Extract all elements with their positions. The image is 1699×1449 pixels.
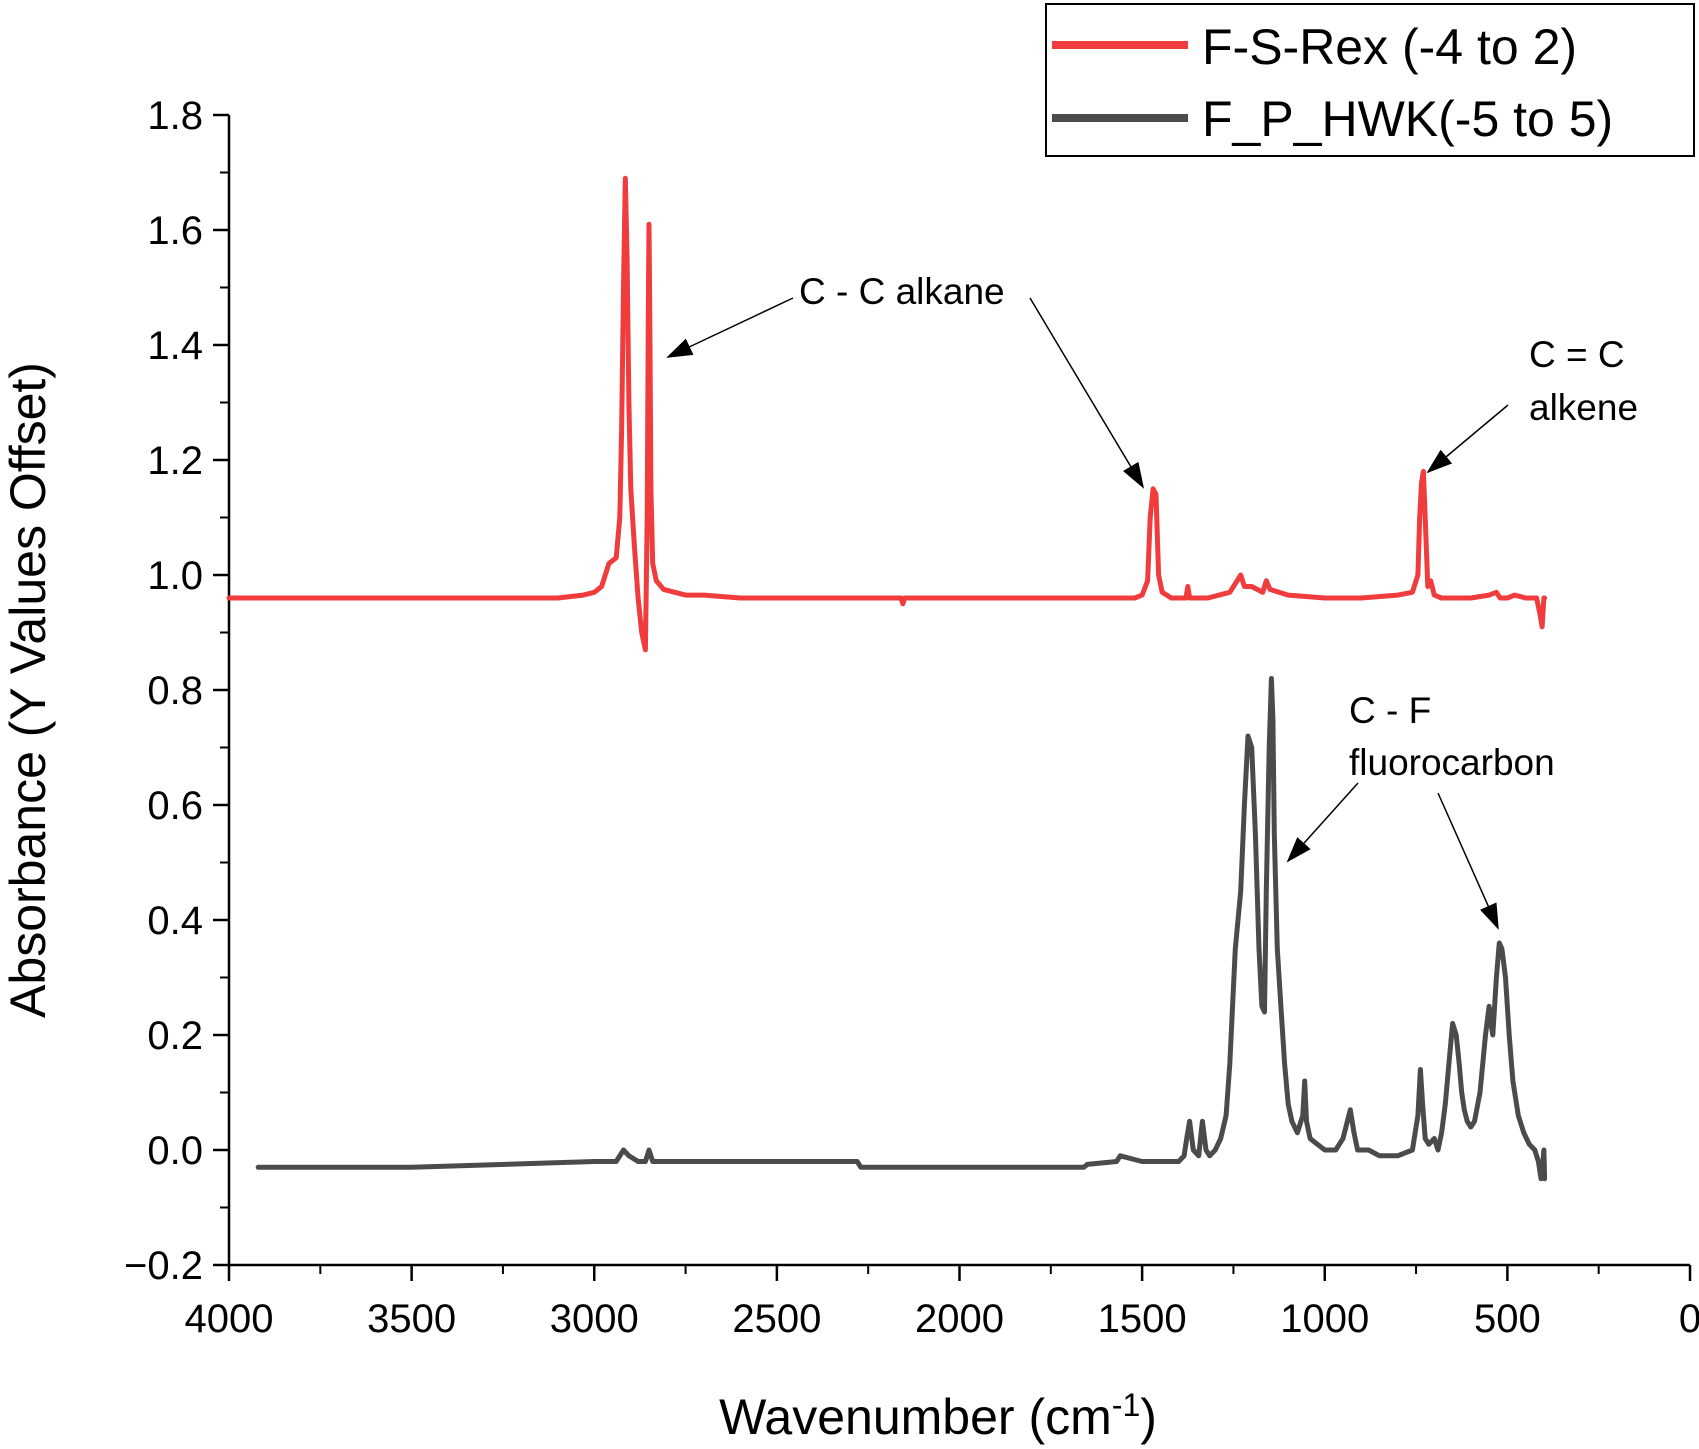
annotation-alkene: alkene [1529,387,1638,428]
x-axis-title-end: ) [1140,1389,1157,1445]
x-axis-title-main: Wavenumber (cm [719,1389,1112,1445]
series-line-f-p-hwk-5-to-5 [255,676,1548,1182]
y-tick-label: 1.8 [147,94,203,138]
legend-label-f-p-hwk: F_P_HWK(-5 to 5) [1202,91,1613,147]
y-tick-label: 0.0 [147,1129,203,1173]
y-tick-label: 1.2 [147,439,203,483]
x-ticks: 4000 3500 3000 2500 2000 1500 1000 500 0 [185,1265,1699,1341]
y-tick-label: 1.0 [147,554,203,598]
legend: F-S-Rex (-4 to 2) F_P_HWK(-5 to 5) [1045,3,1695,157]
annotation-cf-arrow-left [1286,782,1359,863]
x-tick-label: 1000 [1280,1297,1369,1341]
axis-titles: Wavenumber (cm-1) Absorbance (Y Values O… [0,362,1157,1445]
y-tick-label: 0.4 [147,899,203,943]
series-line-f-s-rex-4-to-2 [226,175,1548,653]
y-tick-label: 1.6 [147,209,203,253]
x-tick-label: 500 [1474,1297,1541,1341]
y-tick-label: 1.4 [147,324,203,368]
x-tick-label: 2500 [732,1297,821,1341]
legend-label-f-s-rex: F-S-Rex (-4 to 2) [1202,19,1577,75]
x-tick-label: 1500 [1098,1297,1187,1341]
x-tick-label: 3000 [550,1297,639,1341]
annotation-cc-alkane: C - C alkane [799,271,1005,312]
y-ticks: −0.2 0.0 0.2 0.4 0.6 0.8 1.0 1.2 1.4 1.6 1.8 [124,94,229,1288]
x-axis-title: Wavenumber (cm-1) [719,1387,1157,1445]
x-tick-label: 3500 [367,1297,456,1341]
x-tick-label: 2000 [915,1297,1004,1341]
x-axis-title-sup: -1 [1112,1387,1140,1423]
annotation-cf-arrow-right [1437,792,1499,930]
legend-box [1045,3,1695,157]
x-tick-label: 0 [1679,1297,1699,1341]
annotations: C - C alkane C = C alkene C - F fluoroca… [666,271,1638,930]
annotation-cc-alkane-arrow-right [1029,297,1145,489]
series-layer [226,175,1548,1182]
y-tick-label: −0.2 [124,1244,203,1288]
axes: −0.2 0.0 0.2 0.4 0.6 0.8 1.0 1.2 1.4 1.6 1.8 4000 3… [124,94,1699,1341]
y-tick-label: 0.2 [147,1014,203,1058]
annotation-c-eq-c: C = C [1529,334,1625,375]
y-axis-title: Absorbance (Y Values Offset) [0,362,56,1018]
x-tick-label: 4000 [185,1297,274,1341]
annotation-alkene-arrow [1426,404,1509,474]
y-tick-label: 0.6 [147,784,203,828]
annotation-cc-alkane-arrow-left [666,297,794,358]
annotation-fluorocarbon: fluorocarbon [1349,742,1555,783]
annotation-c-f: C - F [1349,690,1431,731]
y-tick-label: 0.8 [147,669,203,713]
